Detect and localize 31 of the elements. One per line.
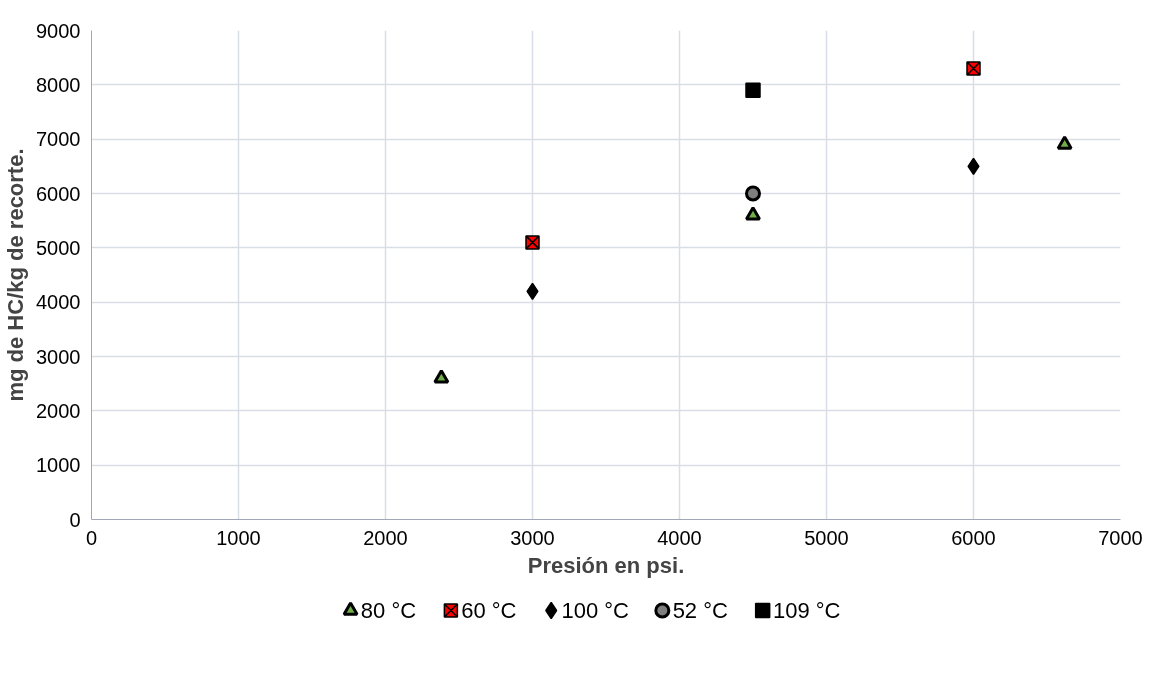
y-tick-label: 7000 (36, 128, 81, 151)
y-tick-label: 0 (69, 508, 81, 531)
y-axis-title: mg de HC/kg de recorte. (3, 148, 29, 402)
point (433, 369, 450, 384)
y-tick-label: 3000 (36, 345, 81, 368)
legend-label: 109 °C (772, 598, 841, 623)
y-tick-label: 5000 (36, 236, 81, 259)
x-tick-label: 5000 (804, 526, 849, 549)
point (745, 185, 761, 202)
x-tick-label: 3000 (510, 526, 555, 549)
x-tick-label: 2000 (363, 526, 408, 549)
x-tick-label: 7000 (1098, 526, 1143, 549)
x-tick-label: 0 (85, 526, 98, 549)
y-tick-label: 8000 (36, 73, 81, 96)
x-tick-label: 4000 (657, 526, 702, 549)
point (966, 61, 981, 76)
y-tick-label: 1000 (36, 454, 81, 477)
x-tick-label: 1000 (216, 526, 261, 549)
legend-label: 100 °C (561, 598, 630, 623)
point (745, 82, 761, 99)
legend-label: 60 °C (461, 598, 517, 623)
point (525, 235, 540, 250)
y-tick-label: 9000 (36, 19, 81, 42)
point (745, 206, 761, 221)
y-tick-label: 2000 (36, 399, 81, 422)
y-tick-label: 4000 (36, 291, 81, 314)
legend-label: 80 °C (360, 598, 417, 623)
x-tick-label: 6000 (951, 526, 996, 549)
y-tick-label: 6000 (36, 182, 81, 205)
legend-label: 52 °C (672, 598, 729, 623)
x-axis-title: Presión en psi. (527, 552, 685, 578)
